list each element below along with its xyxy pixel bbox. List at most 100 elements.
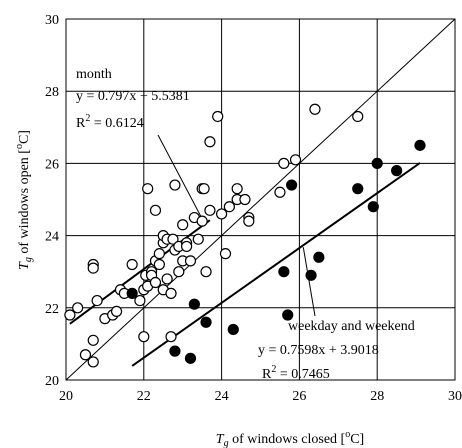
weekday-annotation: weekday and weekend y = 0.7598x + 3.9018… xyxy=(258,319,415,382)
points-layer xyxy=(64,103,426,368)
weekday-point-7 xyxy=(282,309,294,321)
x-tick-label-0: 20 xyxy=(59,389,73,404)
month-point-51 xyxy=(204,204,216,216)
month-annotation: month y = 0.797x + 5.5381 R2 = 0.6124 xyxy=(76,67,190,131)
weekday-point-5 xyxy=(227,323,239,336)
x-title-unit: C] xyxy=(350,432,364,447)
month-r2-value: = 0.6124 xyxy=(90,116,143,131)
weekday-r2: R2 = 0.7465 xyxy=(262,364,330,382)
weekday-equation: y = 0.7598x + 3.9018 xyxy=(258,343,379,358)
weekday-point-0 xyxy=(126,287,138,299)
month-point-2 xyxy=(79,349,92,361)
month-point-62 xyxy=(278,157,290,169)
month-point-15 xyxy=(138,331,150,343)
weekday-point-1 xyxy=(169,345,181,357)
month-equation: y = 0.797x + 5.5381 xyxy=(76,89,190,104)
weekday-point-10 xyxy=(313,251,325,263)
month-point-36 xyxy=(169,179,181,191)
y-title-text: of windows open [ xyxy=(17,149,32,257)
month-r2-sup: 2 xyxy=(85,113,90,124)
weekday-point-8 xyxy=(286,179,298,191)
month-label: month xyxy=(76,67,112,82)
month-point-64 xyxy=(309,103,321,115)
x-title-degree: o xyxy=(345,429,350,440)
x-tick-label-3: 26 xyxy=(292,389,306,404)
month-point-19 xyxy=(142,183,154,195)
month-point-4 xyxy=(87,334,99,346)
y-tick-label-5: 30 xyxy=(45,13,59,28)
month-point-61 xyxy=(274,186,286,198)
weekday-leader-line xyxy=(302,247,316,317)
reference-line-1to1 xyxy=(65,18,456,381)
x-tick-label-1: 22 xyxy=(137,389,151,404)
month-point-40 xyxy=(177,219,189,231)
weekday-point-3 xyxy=(188,298,200,310)
reference-line-layer xyxy=(65,18,456,381)
month-point-52 xyxy=(212,110,224,123)
weekday-r2-value: = 0.7465 xyxy=(276,367,329,382)
weekday-r2-prefix: R xyxy=(262,367,272,382)
plot-frame xyxy=(65,18,456,381)
month-point-23 xyxy=(149,204,162,216)
weekday-point-13 xyxy=(371,157,383,169)
month-point-37 xyxy=(173,266,185,278)
month-point-32 xyxy=(165,331,177,343)
y-tick-label-0: 20 xyxy=(45,374,59,389)
x-tick-label-4: 28 xyxy=(370,389,384,404)
month-point-13 xyxy=(126,258,138,271)
y-title-symbol: T xyxy=(17,261,32,270)
month-point-48 xyxy=(198,183,210,195)
month-point-63 xyxy=(289,154,302,166)
month-leader-line xyxy=(157,134,205,223)
x-axis-title: Tg of windows closed [oC] xyxy=(216,429,364,448)
month-point-34 xyxy=(167,233,179,245)
month-point-6 xyxy=(87,262,99,274)
weekday-r2-sup: 2 xyxy=(271,364,276,375)
month-point-60 xyxy=(243,215,255,227)
y-tick-label-4: 28 xyxy=(45,85,59,100)
weekday-point-9 xyxy=(305,269,317,281)
y-tick-label-3: 26 xyxy=(45,157,59,172)
month-point-30 xyxy=(161,273,173,285)
x-title-subscript: g xyxy=(224,438,229,448)
month-point-42 xyxy=(180,240,193,253)
y-title-degree: o xyxy=(14,144,25,149)
weekday-point-4 xyxy=(200,316,212,328)
y-title-unit: C] xyxy=(17,130,32,144)
month-point-55 xyxy=(223,201,235,213)
x-tick-label-5: 30 xyxy=(448,389,462,404)
month-point-58 xyxy=(239,193,251,206)
month-point-24 xyxy=(149,276,162,289)
month-point-10 xyxy=(110,305,123,318)
month-point-57 xyxy=(231,183,243,195)
fit-line-layer xyxy=(69,162,421,367)
y-tick-label-1: 22 xyxy=(45,302,59,317)
weekday-point-6 xyxy=(278,266,290,278)
month-point-50 xyxy=(204,136,216,148)
y-title-subscript: g xyxy=(23,257,34,262)
month-point-1 xyxy=(72,302,84,314)
leader-line-layer xyxy=(157,134,316,317)
weekday-point-12 xyxy=(367,201,379,213)
y-axis-title: Tg of windows open [oC] xyxy=(14,130,34,270)
month-point-43 xyxy=(184,255,197,267)
month-point-46 xyxy=(196,215,208,227)
month-r2: R2 = 0.6124 xyxy=(76,113,144,131)
weekday-point-15 xyxy=(414,139,426,151)
weekday-point-2 xyxy=(184,352,197,364)
month-point-26 xyxy=(153,248,165,260)
weekday-point-11 xyxy=(352,183,364,195)
weekday-point-14 xyxy=(391,165,403,177)
month-point-53 xyxy=(216,208,228,220)
x-title-text: of windows closed [ xyxy=(229,432,346,447)
fit-line-1 xyxy=(131,162,421,367)
x-title-symbol: T xyxy=(216,432,225,447)
weekday-label: weekday and weekend xyxy=(288,319,415,334)
month-point-45 xyxy=(192,233,204,245)
x-tick-label-2: 24 xyxy=(215,389,229,404)
grid-layer xyxy=(66,19,455,380)
month-point-65 xyxy=(352,110,364,123)
